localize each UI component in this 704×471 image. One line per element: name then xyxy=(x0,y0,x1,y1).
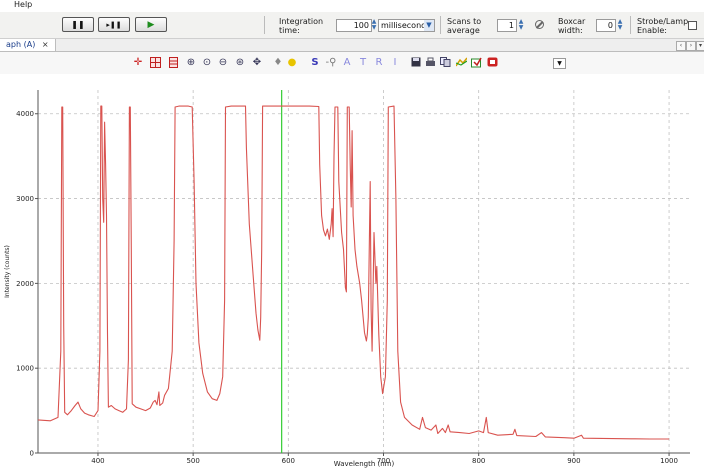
integration-time-label: Integration time: xyxy=(279,17,324,35)
menu-bar: Help xyxy=(0,0,704,12)
toolbar-separator xyxy=(630,16,631,34)
pause-button[interactable]: ❚❚ xyxy=(62,17,94,32)
strobe-lamp-label: Strobe/Lamp Enable: xyxy=(637,17,689,35)
graph-toolbar: ✛ ⊕ ⊙ ⊖ ⊛ ✥ ♦ ● S -⚲ A T R I ▼ xyxy=(0,52,704,74)
t-icon[interactable]: T xyxy=(359,57,367,68)
zoom-box-icon[interactable]: ⊙ xyxy=(202,57,212,68)
menu-help[interactable]: Help xyxy=(14,0,33,9)
a-icon[interactable]: A xyxy=(343,57,351,68)
export-icon[interactable] xyxy=(471,57,482,69)
play-icon: ▶ xyxy=(147,19,155,30)
spectrum-chart: 400 500 600 700 800 900 1000 0 1000 2000 3000 4000 W… xyxy=(0,90,704,468)
acquisition-toolbar: ❚❚ ▸❚❚ ▶ Integration time: 100 ▲ ▼ millis… xyxy=(0,12,704,39)
tab-list-button[interactable]: ▾ xyxy=(696,41,704,51)
toolbar-separator xyxy=(264,16,265,34)
y-tick-label: 3000 xyxy=(16,195,34,203)
bulb-on-icon[interactable]: ● xyxy=(287,57,297,68)
x-tick-label: 400 xyxy=(91,457,104,465)
grid-icon[interactable] xyxy=(149,57,161,69)
pause-icon: ❚❚ xyxy=(71,20,85,29)
i-icon[interactable]: I xyxy=(393,57,397,68)
scans-to-average-input[interactable]: 1 xyxy=(497,19,517,32)
crosshair-icon[interactable]: ✛ xyxy=(133,57,143,68)
reference-icon[interactable]: -⚲ xyxy=(325,57,337,68)
dropdown-icon[interactable]: ▼ xyxy=(553,58,566,69)
x-tick-label: 500 xyxy=(186,457,199,465)
boxcar-width-label: Boxcar width: xyxy=(558,17,586,35)
y-tick-label: 4000 xyxy=(16,110,34,118)
tab-scroll-right-button[interactable]: › xyxy=(686,41,696,51)
scans-to-average-label: Scans to average xyxy=(447,17,482,35)
pan-icon[interactable]: ✥ xyxy=(252,57,262,68)
zoom-fit-icon[interactable]: ⊛ xyxy=(235,57,245,68)
spectrum-line xyxy=(37,105,670,440)
step-icon: ▸❚❚ xyxy=(106,20,122,29)
y-tick-label: 1000 xyxy=(16,365,34,373)
bulb-off-icon[interactable]: ♦ xyxy=(273,57,283,68)
spectrum-chart-svg: 400 500 600 700 800 900 1000 0 1000 2000 3000 4000 W… xyxy=(4,90,690,468)
plot-area xyxy=(38,90,690,453)
r-icon[interactable]: R xyxy=(375,57,383,68)
graph-tab-bar: aph (A) × ‹ › ▾ xyxy=(0,39,704,52)
zoom-out-icon[interactable]: ⊖ xyxy=(218,57,228,68)
x-tick-label: 900 xyxy=(567,457,580,465)
y-tick-label: 2000 xyxy=(16,280,34,288)
play-button[interactable]: ▶ xyxy=(135,17,167,32)
chevron-right-icon: › xyxy=(689,42,693,49)
tab-graph-a-label: aph (A) xyxy=(6,40,36,49)
print-icon[interactable] xyxy=(425,57,436,69)
toolbar-separator xyxy=(440,16,441,34)
zoom-in-icon[interactable]: ⊕ xyxy=(186,57,196,68)
tab-graph-a[interactable]: aph (A) × xyxy=(0,39,56,51)
x-tick-label: 600 xyxy=(282,457,295,465)
chevron-down-icon: ▼ xyxy=(424,20,434,31)
s-icon[interactable]: S xyxy=(311,57,319,68)
integration-unit-select[interactable]: milliseconds ▼ xyxy=(378,19,435,32)
boxcar-width-input[interactable]: 0 xyxy=(596,19,616,32)
x-tick-label: 800 xyxy=(472,457,485,465)
integration-unit-value: milliseconds xyxy=(381,21,431,30)
strobe-lamp-checkbox[interactable] xyxy=(688,21,697,30)
save-icon[interactable] xyxy=(410,57,421,69)
no-symbol-icon[interactable] xyxy=(535,20,544,29)
x-axis-label: Wavelength (nm) xyxy=(334,460,395,468)
x-tick-label: 1000 xyxy=(660,457,678,465)
y-tick-label: 0 xyxy=(30,450,34,458)
chevron-left-icon: ‹ xyxy=(679,42,683,49)
overlay-icon[interactable] xyxy=(455,57,468,69)
close-icon[interactable]: × xyxy=(41,40,49,49)
integration-time-spinner[interactable]: ▲ ▼ xyxy=(371,18,377,31)
single-scan-button[interactable]: ▸❚❚ xyxy=(98,17,130,32)
table-icon[interactable] xyxy=(167,57,179,69)
tab-scroll-left-button[interactable]: ‹ xyxy=(676,41,686,51)
boxcar-spinner[interactable]: ▲ ▼ xyxy=(617,18,623,31)
scans-spinner[interactable]: ▲ ▼ xyxy=(518,18,524,31)
clear-icon[interactable] xyxy=(487,57,498,69)
x-tick-label: 700 xyxy=(377,457,390,465)
copy-icon[interactable] xyxy=(440,57,451,69)
integration-time-input[interactable]: 100 xyxy=(336,19,372,32)
y-axis-label: Intensity (counts) xyxy=(4,245,11,298)
chevron-down-icon: ▾ xyxy=(698,42,702,49)
